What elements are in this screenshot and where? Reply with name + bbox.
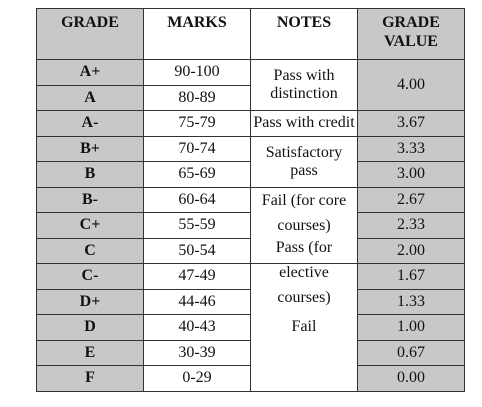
marks: 30-39: [143, 339, 251, 366]
row: C- 47-49 Fail 1.67: [36, 263, 465, 392]
note: Pass with distinction: [250, 59, 358, 111]
grade: C+: [36, 212, 144, 239]
grade-value: 1.33: [357, 288, 465, 315]
note: Pass with credit: [250, 110, 358, 137]
header-cell: GRADE: [36, 8, 144, 60]
marks: 65-69: [143, 161, 251, 188]
marks: 80-89: [143, 84, 251, 111]
grade: E: [36, 339, 144, 366]
grade-value: 2.00: [357, 237, 465, 264]
marks: 47-49: [143, 263, 251, 290]
row: A- 75-79 Pass with credit 3.67: [36, 110, 465, 137]
grade-value: 1.67: [357, 263, 465, 290]
marks: 90-100: [143, 59, 251, 86]
grade: C-: [36, 263, 144, 290]
grade-table: GRADE MARKS NOTES GRADE VALUE A+ 90-100 …: [36, 8, 465, 392]
marks: 40-43: [143, 314, 251, 341]
marks: 70-74: [143, 135, 251, 162]
header-cell: NOTES: [250, 8, 358, 60]
grade: B: [36, 161, 144, 188]
marks: 60-64: [143, 186, 251, 213]
row: D 40-43 1.00: [36, 314, 465, 341]
grade: B-: [36, 186, 144, 213]
grade: C: [36, 237, 144, 264]
grade-value: 3.67: [357, 110, 465, 137]
header-row: GRADE MARKS NOTES GRADE VALUE: [36, 8, 465, 60]
grade: D+: [36, 288, 144, 315]
grade: A+: [36, 59, 144, 86]
grade: D: [36, 314, 144, 341]
note-cell: Fail (for core courses) Pass (for electi…: [250, 186, 358, 306]
row: C+ 55-59 2.33: [36, 212, 465, 239]
grade-value: 1.00: [357, 314, 465, 341]
marks: 50-54: [143, 237, 251, 264]
row: C 50-54 2.00: [36, 237, 465, 264]
row: B+ 70-74 Satisfactory pass 3.33: [36, 135, 465, 188]
grade: A: [36, 84, 144, 111]
row: F 0-29 0.00: [36, 365, 465, 392]
grade-value: 0.67: [357, 339, 465, 366]
row: A+ 90-100 Pass with distinction 4.00: [36, 59, 465, 111]
marks: 0-29: [143, 365, 251, 392]
grade-value: 3.00: [357, 161, 465, 188]
marks: 44-46: [143, 288, 251, 315]
note: Fail (for core courses): [261, 191, 347, 234]
grade-value: 2.33: [357, 212, 465, 239]
marks: 75-79: [143, 110, 251, 137]
row: A 80-89: [36, 84, 465, 111]
grade-value: 0.00: [357, 365, 465, 392]
grade: F: [36, 365, 144, 392]
header-cell: MARKS: [143, 8, 251, 60]
grade-value: 4.00: [357, 59, 465, 111]
marks: 55-59: [143, 212, 251, 239]
grade-value: 2.67: [357, 186, 465, 213]
row: E 30-39 0.67: [36, 339, 465, 366]
row: B- 60-64 Fail (for core courses) Pass (f…: [36, 186, 465, 306]
note: Satisfactory pass: [250, 135, 358, 188]
row: D+ 44-46 1.33: [36, 288, 465, 315]
grade: B+: [36, 135, 144, 162]
grade: A-: [36, 110, 144, 137]
note: Pass (for elective courses): [275, 238, 333, 306]
grade-value: 3.33: [357, 135, 465, 162]
header-cell: GRADE VALUE: [357, 8, 465, 60]
